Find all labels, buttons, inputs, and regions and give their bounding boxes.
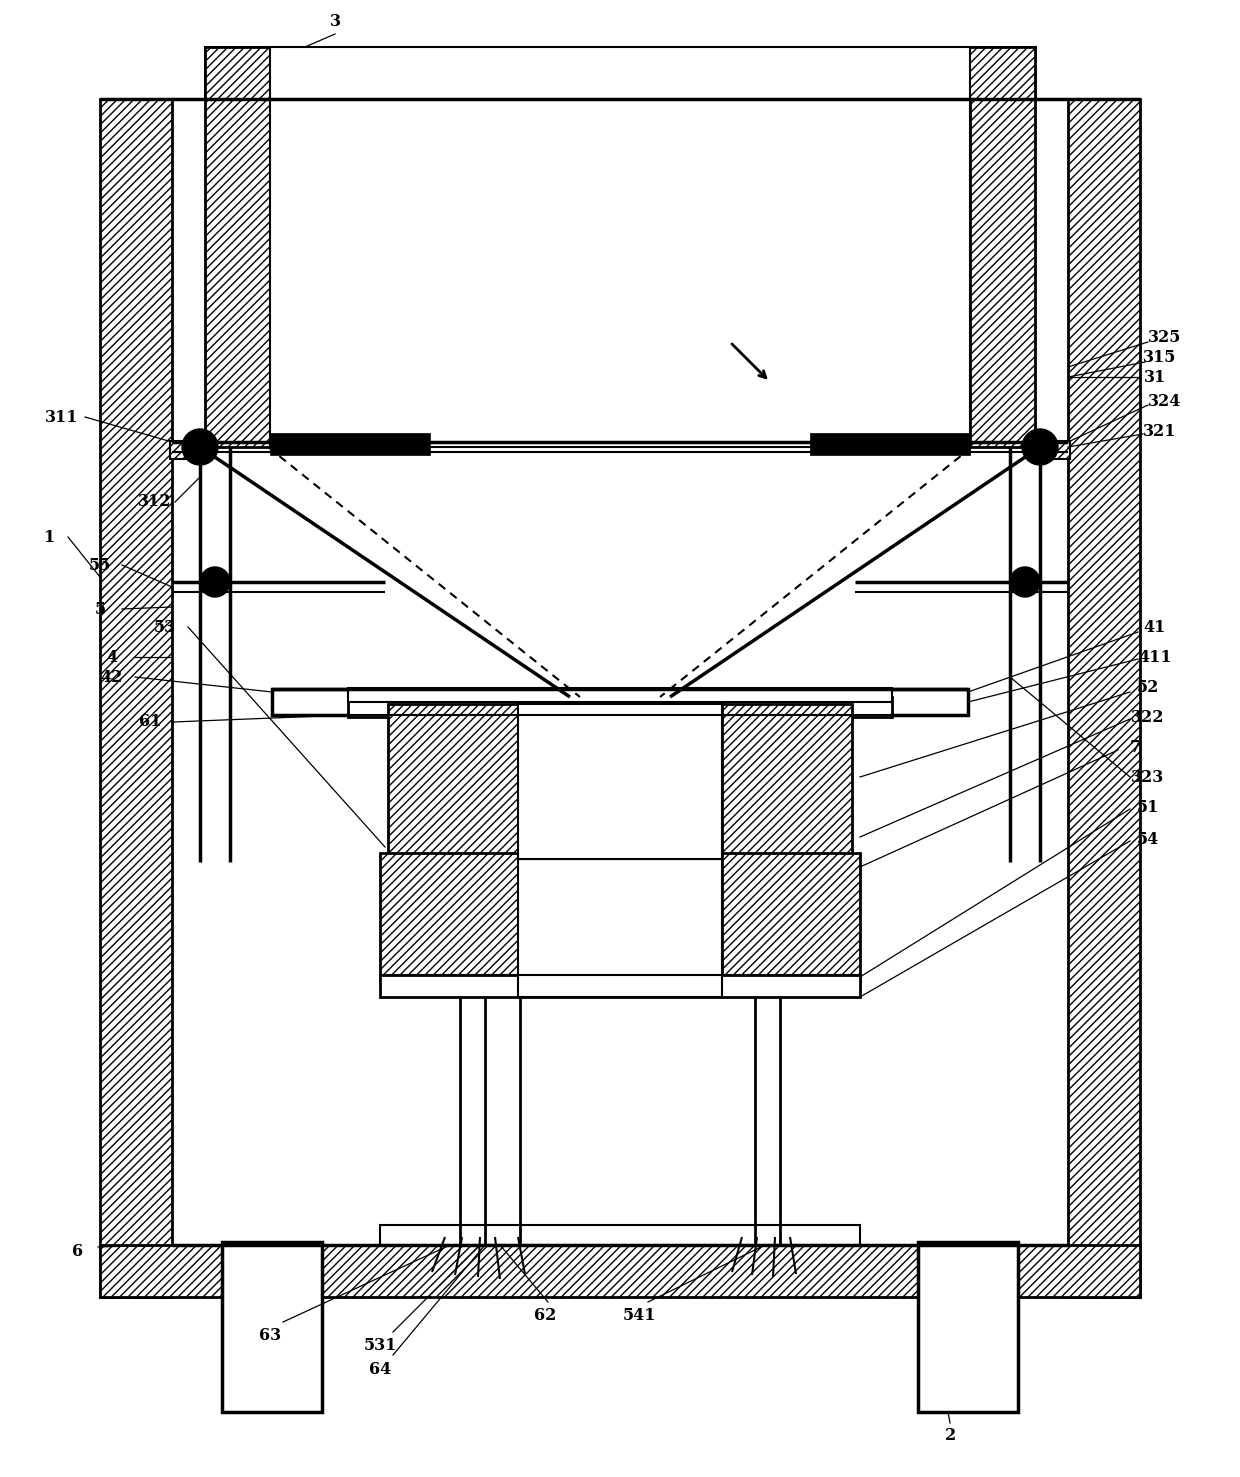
Text: 321: 321 — [1143, 424, 1177, 440]
Bar — [970, 47, 1035, 448]
Bar — [379, 975, 861, 997]
Text: 54: 54 — [1137, 830, 1159, 848]
Text: 5: 5 — [94, 601, 105, 617]
Bar — [388, 705, 518, 860]
Bar — [518, 705, 722, 860]
Bar — [205, 47, 270, 448]
Text: 6: 6 — [72, 1244, 83, 1260]
Text: 7: 7 — [1130, 738, 1141, 756]
Text: 312: 312 — [138, 493, 172, 511]
Text: 325: 325 — [1148, 328, 1182, 346]
Bar — [270, 433, 430, 455]
Bar — [100, 99, 172, 1297]
Circle shape — [1011, 567, 1040, 597]
Text: 1: 1 — [45, 529, 56, 545]
Bar — [205, 47, 1035, 99]
Text: 61: 61 — [139, 713, 161, 731]
Text: 31: 31 — [1143, 368, 1166, 385]
Text: 3: 3 — [330, 13, 341, 31]
Bar — [1068, 99, 1140, 1297]
Circle shape — [200, 567, 229, 597]
Bar — [100, 1245, 1140, 1297]
Bar — [596, 713, 644, 731]
Text: 2: 2 — [945, 1427, 956, 1443]
Circle shape — [1022, 428, 1058, 465]
Bar — [222, 1242, 322, 1412]
Text: 324: 324 — [1148, 393, 1182, 411]
Text: 63: 63 — [259, 1326, 281, 1344]
Bar — [379, 1224, 861, 1245]
Text: 531: 531 — [363, 1337, 397, 1353]
Bar — [348, 688, 892, 702]
Bar — [590, 709, 650, 737]
Bar — [1030, 442, 1070, 459]
Bar — [170, 442, 210, 459]
Circle shape — [182, 428, 218, 465]
Text: 51: 51 — [1137, 799, 1159, 815]
Text: 41: 41 — [1143, 619, 1166, 635]
Bar — [379, 854, 518, 981]
Text: 53: 53 — [154, 619, 176, 635]
Bar — [722, 854, 861, 981]
Text: 311: 311 — [45, 409, 79, 425]
Bar — [272, 688, 968, 715]
Text: 323: 323 — [1131, 768, 1164, 786]
Text: 4: 4 — [107, 648, 118, 666]
Text: 52: 52 — [1137, 678, 1159, 696]
Text: 315: 315 — [1143, 349, 1177, 365]
Bar — [270, 47, 970, 448]
Bar — [348, 697, 892, 716]
Bar — [918, 1242, 1018, 1412]
Text: 55: 55 — [89, 557, 112, 573]
Text: 411: 411 — [1138, 648, 1172, 666]
Bar — [722, 705, 852, 860]
Bar — [518, 860, 722, 997]
Bar — [810, 433, 970, 455]
Text: 42: 42 — [100, 669, 123, 685]
Text: 322: 322 — [1131, 709, 1164, 725]
Text: 541: 541 — [624, 1307, 657, 1323]
Text: 64: 64 — [368, 1360, 391, 1378]
Text: 62: 62 — [533, 1307, 557, 1323]
